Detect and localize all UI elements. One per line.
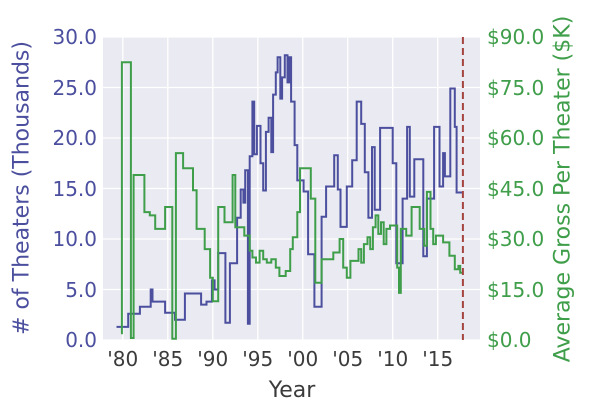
x-tick-label: '10	[377, 347, 409, 371]
left-tick-label: 30.0	[52, 25, 97, 49]
x-tick-label: '00	[287, 347, 319, 371]
left-tick-label: 5.0	[65, 277, 97, 302]
x-tick-label: '85	[152, 347, 184, 371]
x-tick-label: '80	[107, 347, 139, 371]
left-tick-label: 20.0	[52, 126, 97, 150]
right-tick-label: $90.0	[487, 25, 545, 49]
x-tick-label: '90	[197, 347, 229, 371]
gross-line	[120, 61, 462, 340]
x-tick-label: '95	[242, 347, 274, 371]
left-tick-label: 25.0	[52, 75, 97, 100]
right-tick-label: $15.0	[487, 277, 545, 302]
x-tick-label: '05	[332, 347, 364, 371]
right-tick-label: $60.0	[487, 126, 545, 150]
right-tick-label: $30.0	[487, 227, 545, 251]
right-tick-label: $75.0	[487, 75, 545, 100]
chart-canvas	[103, 37, 480, 340]
x-tick-label: '15	[422, 347, 454, 371]
x-axis-title: Year	[268, 378, 316, 403]
right-tick-label: $0.0	[487, 328, 532, 352]
left-tick-label: 0.0	[65, 328, 97, 352]
plot-area	[103, 37, 480, 340]
left-tick-label: 10.0	[52, 227, 97, 251]
left-tick-label: 15.0	[52, 176, 97, 201]
right-tick-label: $45.0	[487, 176, 545, 201]
